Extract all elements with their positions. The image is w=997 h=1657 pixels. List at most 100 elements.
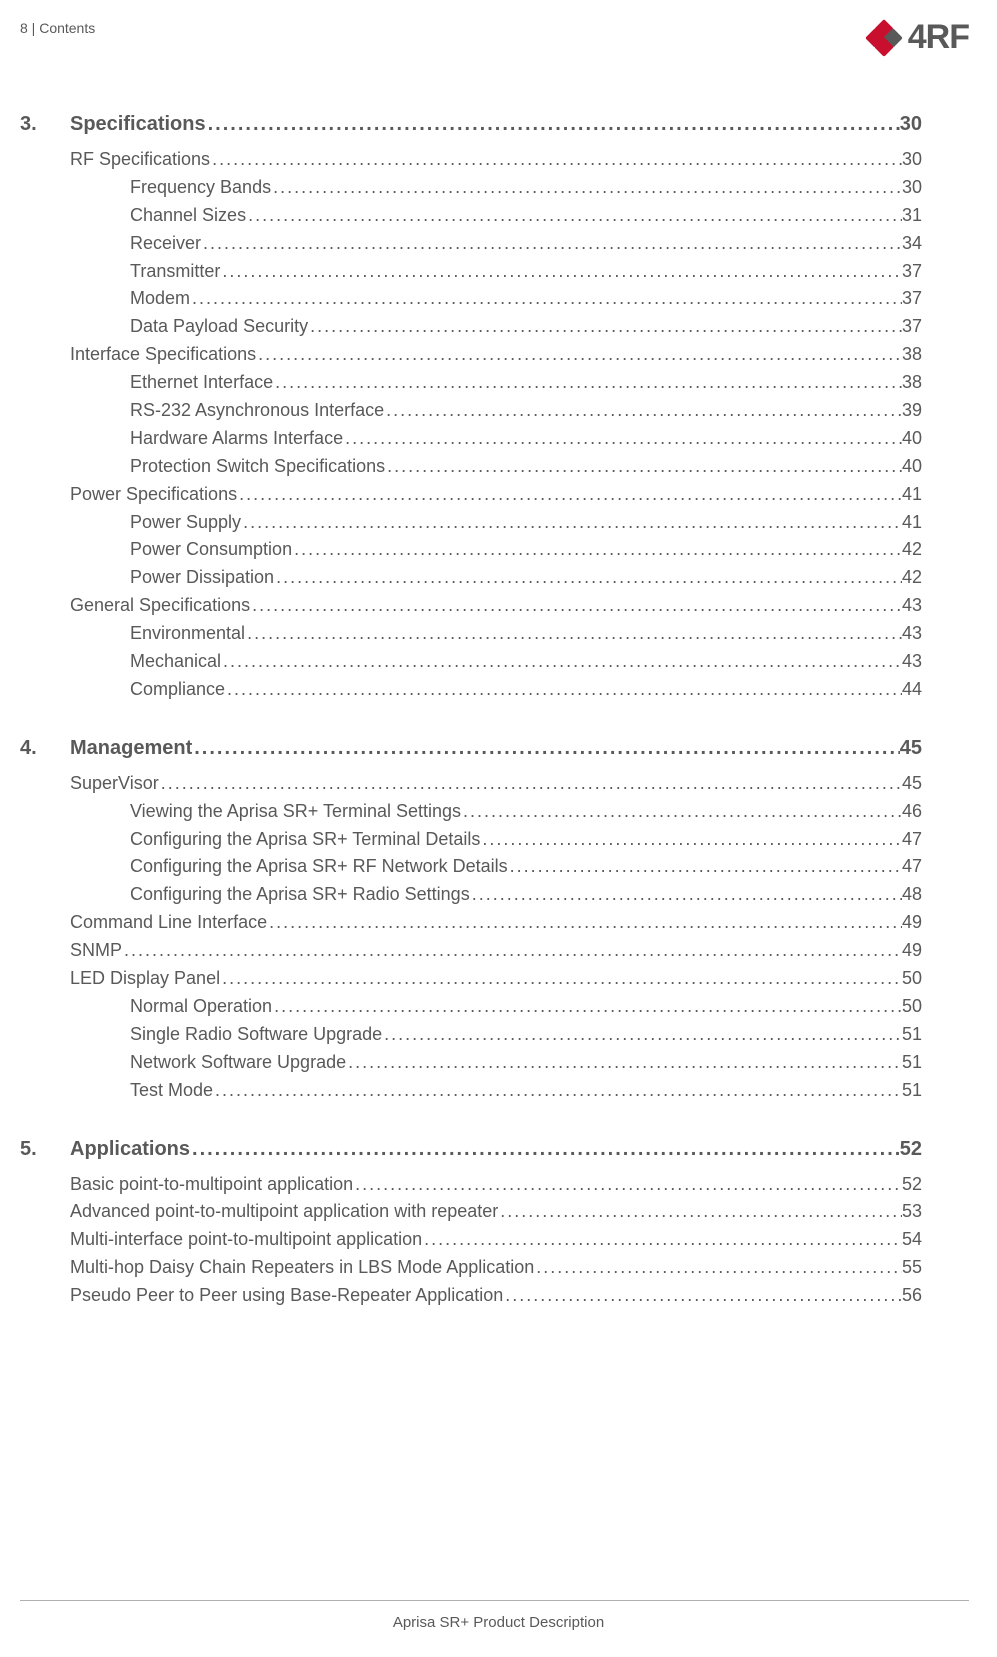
- toc-chapter-page: 30: [900, 108, 922, 140]
- toc-chapter-row: 4.Management 45: [20, 732, 922, 764]
- toc-entry-row: Power Consumption 42: [130, 536, 922, 564]
- toc-entry-row: Transmitter 37: [130, 258, 922, 286]
- toc-entry-title: Environmental: [130, 620, 245, 648]
- toc-entry-title: Compliance: [130, 676, 225, 704]
- toc-entry-page: 42: [902, 564, 922, 592]
- toc-leader-dots: [272, 993, 902, 1021]
- toc-chapter-number: 3.: [20, 108, 70, 140]
- toc-leader-dots: [213, 1077, 902, 1105]
- toc-entry-page: 30: [902, 174, 922, 202]
- toc-leader-dots: [192, 732, 900, 764]
- toc-entry-title: Power Supply: [130, 509, 241, 537]
- toc-entry-row: SuperVisor 45: [70, 770, 922, 798]
- toc-entry-page: 40: [902, 425, 922, 453]
- toc-entry-page: 47: [902, 826, 922, 854]
- toc-entry-page: 31: [902, 202, 922, 230]
- toc-entry-page: 50: [902, 965, 922, 993]
- toc-leader-dots: [292, 536, 902, 564]
- toc-entry-title: Advanced point-to-multipoint application…: [70, 1198, 498, 1226]
- toc-section: 4.Management 45SuperVisor 45Viewing the …: [20, 732, 922, 1105]
- toc-entry-title: Mechanical: [130, 648, 221, 676]
- toc-entry-title: SuperVisor: [70, 770, 159, 798]
- toc-leader-dots: [241, 509, 902, 537]
- toc-entry-page: 41: [902, 481, 922, 509]
- toc-entry-page: 40: [902, 453, 922, 481]
- toc-entry-row: RF Specifications 30: [70, 146, 922, 174]
- toc-entry-page: 49: [902, 937, 922, 965]
- toc-entry-title: Transmitter: [130, 258, 220, 286]
- toc-entry-row: Hardware Alarms Interface 40: [130, 425, 922, 453]
- toc-entry-title: Multi-hop Daisy Chain Repeaters in LBS M…: [70, 1254, 534, 1282]
- toc-entry-title: Command Line Interface: [70, 909, 267, 937]
- toc-entry-row: Channel Sizes 31: [130, 202, 922, 230]
- toc-entry-page: 37: [902, 313, 922, 341]
- toc-entry-title: Normal Operation: [130, 993, 272, 1021]
- toc-entry-page: 38: [902, 369, 922, 397]
- toc-entry-row: Power Dissipation 42: [130, 564, 922, 592]
- toc-entry-title: Single Radio Software Upgrade: [130, 1021, 382, 1049]
- toc-entry-page: 39: [902, 397, 922, 425]
- toc-entry-row: RS-232 Asynchronous Interface 39: [130, 397, 922, 425]
- toc-leader-dots: [534, 1254, 902, 1282]
- toc-entry-title: LED Display Panel: [70, 965, 220, 993]
- toc-entry-page: 56: [902, 1282, 922, 1310]
- toc-entry-page: 37: [902, 285, 922, 313]
- toc-leader-dots: [225, 676, 902, 704]
- toc-entry-title: RF Specifications: [70, 146, 210, 174]
- toc-chapter-title: Applications: [70, 1133, 190, 1165]
- toc-entry-page: 34: [902, 230, 922, 258]
- toc-entry-row: Advanced point-to-multipoint application…: [70, 1198, 922, 1226]
- toc-leader-dots: [237, 481, 902, 509]
- toc-leader-dots: [267, 909, 902, 937]
- toc-leader-dots: [245, 620, 902, 648]
- header-page-label: 8 | Contents: [20, 18, 95, 36]
- toc-leader-dots: [210, 146, 902, 174]
- toc-entry-title: RS-232 Asynchronous Interface: [130, 397, 384, 425]
- page-header: 8 | Contents 4RF: [20, 18, 969, 57]
- toc-entry-title: Receiver: [130, 230, 201, 258]
- toc-entry-row: Protection Switch Specifications 40: [130, 453, 922, 481]
- toc-entry-title: Data Payload Security: [130, 313, 308, 341]
- toc-leader-dots: [256, 341, 902, 369]
- toc-entry-page: 48: [902, 881, 922, 909]
- toc-entry-row: Power Specifications 41: [70, 481, 922, 509]
- toc-leader-dots: [273, 369, 902, 397]
- toc-entry-title: Power Dissipation: [130, 564, 274, 592]
- toc-entry-title: Configuring the Aprisa SR+ Radio Setting…: [130, 881, 470, 909]
- toc-entry-row: Receiver 34: [130, 230, 922, 258]
- toc-entry-page: 30: [902, 146, 922, 174]
- toc-entry-title: General Specifications: [70, 592, 250, 620]
- toc-entry-title: Multi-interface point-to-multipoint appl…: [70, 1226, 422, 1254]
- toc-entry-page: 51: [902, 1049, 922, 1077]
- toc-entry-row: Mechanical 43: [130, 648, 922, 676]
- toc-entry-row: SNMP 49: [70, 937, 922, 965]
- toc-chapter-title: Specifications: [70, 108, 206, 140]
- toc-leader-dots: [190, 285, 902, 313]
- toc-entry-page: 52: [902, 1171, 922, 1199]
- toc-entry-row: Basic point-to-multipoint application 52: [70, 1171, 922, 1199]
- toc-entry-row: Interface Specifications 38: [70, 341, 922, 369]
- footer-text: Aprisa SR+ Product Description: [0, 1614, 997, 1631]
- toc-entry-page: 44: [902, 676, 922, 704]
- toc-entry-page: 51: [902, 1021, 922, 1049]
- toc-entry-title: Ethernet Interface: [130, 369, 273, 397]
- toc-leader-dots: [308, 313, 902, 341]
- logo-icon: [868, 21, 902, 55]
- toc-entry-page: 51: [902, 1077, 922, 1105]
- toc-leader-dots: [343, 425, 902, 453]
- toc-entry-row: Network Software Upgrade 51: [130, 1049, 922, 1077]
- toc-entry-row: Environmental 43: [130, 620, 922, 648]
- toc-entry-row: LED Display Panel 50: [70, 965, 922, 993]
- toc-entry-row: Compliance 44: [130, 676, 922, 704]
- toc-entry-title: Basic point-to-multipoint application: [70, 1171, 353, 1199]
- toc-entry-page: 38: [902, 341, 922, 369]
- toc-leader-dots: [385, 453, 902, 481]
- toc-leader-dots: [220, 965, 902, 993]
- toc-entry-page: 46: [902, 798, 922, 826]
- toc-entry-row: Multi-interface point-to-multipoint appl…: [70, 1226, 922, 1254]
- toc-leader-dots: [353, 1171, 902, 1199]
- toc-chapter-title: Management: [70, 732, 192, 764]
- toc-leader-dots: [274, 564, 902, 592]
- toc-entry-page: 54: [902, 1226, 922, 1254]
- toc-section: 3.Specifications 30RF Specifications 30F…: [20, 108, 922, 704]
